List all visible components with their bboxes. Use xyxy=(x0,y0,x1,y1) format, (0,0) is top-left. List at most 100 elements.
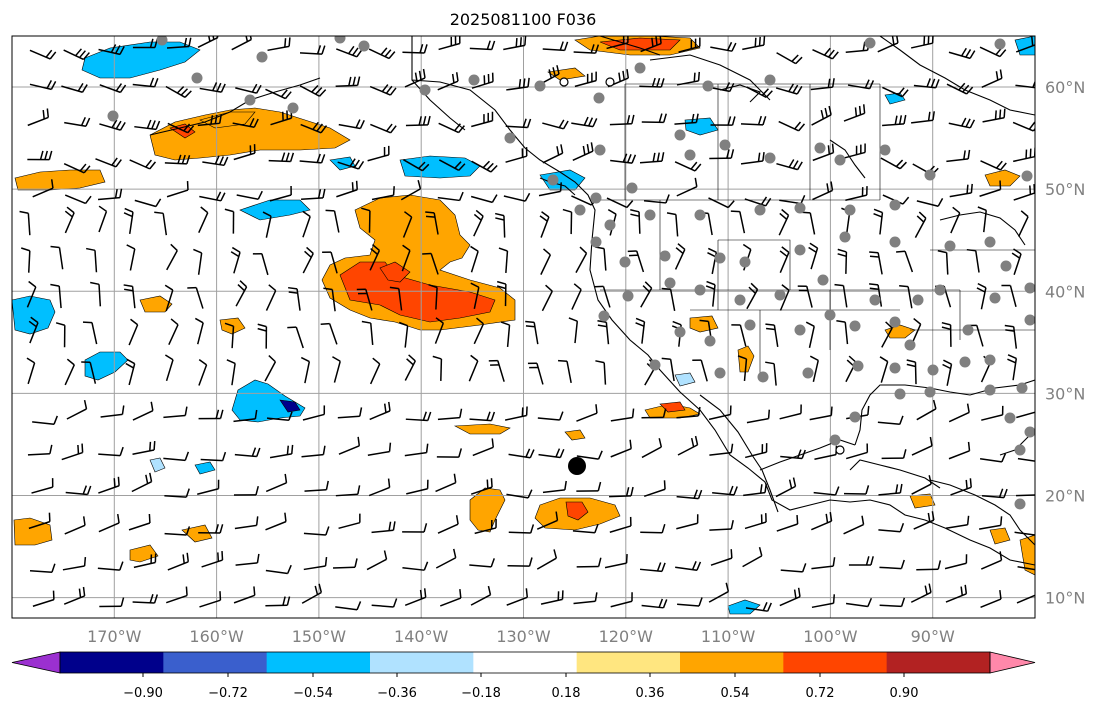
wind-barb xyxy=(1018,210,1029,237)
wind-barb xyxy=(300,356,311,384)
anomaly-contour-fill xyxy=(149,107,351,161)
station-dot xyxy=(593,92,605,104)
colorbar-tick-label: −0.18 xyxy=(461,686,501,701)
wind-barb xyxy=(595,360,607,385)
wind-barb xyxy=(910,36,934,49)
wind-barb xyxy=(95,157,122,168)
wind-barb xyxy=(269,185,292,202)
wind-barb xyxy=(369,401,391,421)
wind-barb xyxy=(837,248,848,274)
wind-barb xyxy=(98,476,120,494)
wind-barb xyxy=(19,210,31,236)
wind-barb xyxy=(948,47,976,60)
wind-barb xyxy=(472,438,495,457)
wind-barb xyxy=(948,403,970,423)
wind-barb xyxy=(609,114,635,126)
wind-barb xyxy=(471,160,498,173)
wind-barb xyxy=(692,359,708,382)
station-dot xyxy=(1004,412,1016,424)
wind-barb xyxy=(234,447,261,458)
wind-barb xyxy=(64,117,91,127)
station-dot xyxy=(659,250,671,262)
wind-barb xyxy=(166,181,189,198)
wind-barb xyxy=(843,104,866,122)
wind-barb xyxy=(775,83,803,95)
wind-barb xyxy=(252,252,269,276)
wind-barb xyxy=(434,317,444,344)
wind-barb xyxy=(869,283,883,307)
wind-barb xyxy=(869,251,883,275)
wind-barb xyxy=(627,250,645,273)
wind-barb xyxy=(710,116,736,126)
wind-barb xyxy=(780,449,806,460)
wind-barb xyxy=(301,445,326,458)
station-dot xyxy=(1000,260,1012,272)
colorbar-segment xyxy=(266,652,371,673)
wind-barb xyxy=(674,113,699,125)
coastline-segment xyxy=(854,379,1035,446)
wind-barb xyxy=(262,211,272,238)
wind-barb xyxy=(879,559,905,570)
wind-barb xyxy=(436,448,463,458)
station-dot xyxy=(824,309,836,321)
wind-barb xyxy=(597,320,610,345)
wind-barb xyxy=(594,285,611,308)
anomaly-contour-fill xyxy=(139,295,173,313)
wind-barb xyxy=(163,406,188,419)
lat-tick-label: 60°N xyxy=(1045,78,1085,97)
wind-barb xyxy=(129,159,157,170)
wind-barb xyxy=(949,183,973,198)
colorbar-segment xyxy=(680,652,784,673)
wind-barb xyxy=(32,415,59,426)
colorbar-tick-label: 0.36 xyxy=(636,686,665,701)
wind-barb xyxy=(164,488,190,498)
wind-barb xyxy=(404,354,416,381)
wind-barb xyxy=(677,597,703,607)
coastline-segment xyxy=(649,54,771,101)
wind-barb xyxy=(982,108,1006,123)
wind-barb xyxy=(303,557,328,571)
wind-barb xyxy=(336,180,358,198)
station-dot xyxy=(619,256,631,268)
wind-barb xyxy=(810,78,835,91)
wind-barb xyxy=(368,478,391,497)
wind-barb xyxy=(879,597,906,608)
wind-barb xyxy=(335,601,362,611)
wind-barb xyxy=(322,251,338,274)
wind-barb xyxy=(746,409,771,424)
wind-barb xyxy=(265,512,287,531)
wind-barb xyxy=(201,551,224,568)
wind-barb xyxy=(27,108,50,127)
wind-barb xyxy=(765,361,777,386)
wind-barb xyxy=(61,443,84,461)
wind-barb xyxy=(164,154,191,165)
wind-barb xyxy=(834,283,848,308)
anomaly-contour-fill xyxy=(989,527,1011,545)
wind-barb xyxy=(302,210,311,238)
wind-barb xyxy=(193,248,203,275)
wind-barb xyxy=(562,208,573,235)
wind-barb xyxy=(402,561,429,571)
map-panel xyxy=(11,35,1036,619)
wind-barb xyxy=(1016,411,1035,419)
wind-barb xyxy=(742,36,766,51)
station-dot xyxy=(829,434,841,446)
wind-barb xyxy=(505,118,532,129)
wind-barb xyxy=(98,205,108,233)
wind-barb xyxy=(66,399,88,420)
wind-barb xyxy=(542,144,564,164)
wind-barb xyxy=(55,322,66,348)
station-dot xyxy=(674,326,686,338)
wind-barb xyxy=(557,359,572,384)
station-dot xyxy=(594,144,606,156)
wind-barb xyxy=(708,582,730,603)
wind-barb xyxy=(404,443,429,457)
lat-tick-label: 50°N xyxy=(1045,180,1085,199)
station-dot xyxy=(256,51,268,63)
wind-barb xyxy=(879,356,889,383)
wind-barb xyxy=(402,44,428,54)
wind-barb xyxy=(473,209,484,237)
wind-barb xyxy=(366,550,388,571)
wind-barb xyxy=(740,115,767,126)
wind-barb xyxy=(847,79,875,90)
